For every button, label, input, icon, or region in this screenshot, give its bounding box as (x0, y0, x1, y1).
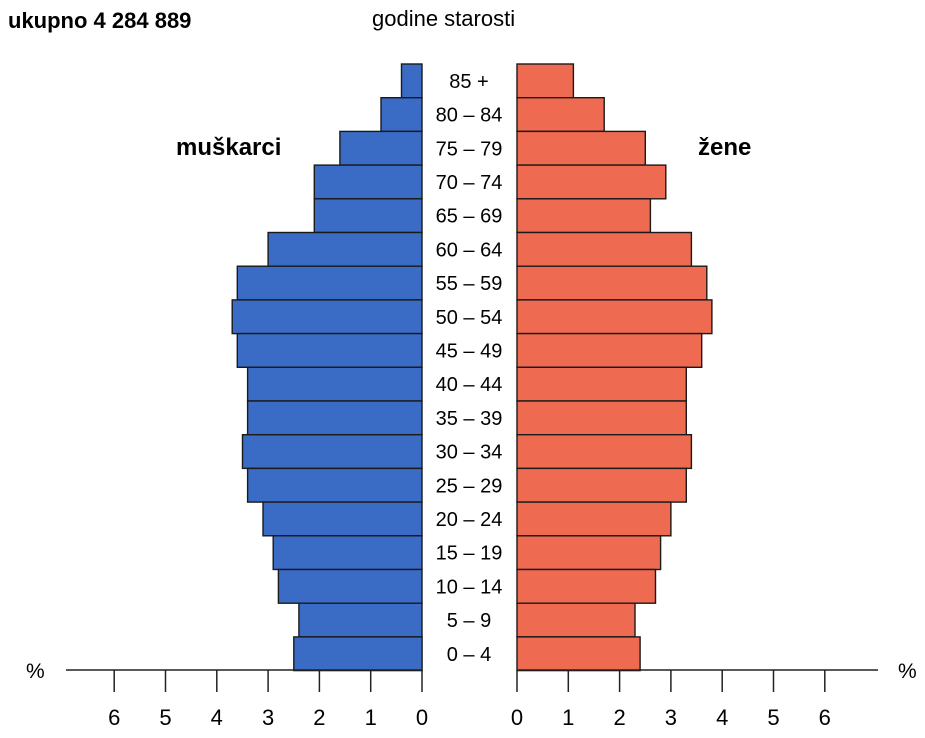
bar-female-7 (516, 299, 713, 335)
age-group-label: 50 – 54 (436, 307, 503, 329)
bar-female-10 (516, 400, 688, 436)
bar-male-4 (313, 198, 423, 234)
male-x-tick-label: 4 (211, 705, 223, 730)
bar-male-3 (313, 164, 423, 200)
age-group-label: 60 – 64 (436, 239, 503, 261)
bar-male-14 (272, 535, 423, 571)
bar-female-6 (516, 265, 708, 301)
bar-male-17 (293, 636, 423, 672)
bar-male-1 (380, 96, 423, 133)
bar-female-0 (516, 63, 575, 99)
female-x-tick-label: 6 (819, 705, 831, 730)
age-group-label: 65 – 69 (436, 206, 503, 228)
female-x-tick-label: 3 (665, 705, 677, 730)
chart-title: ukupno 4 284 889 (8, 8, 192, 33)
bar-male-12 (246, 467, 423, 503)
bar-male-5 (267, 231, 423, 267)
bar-male-2 (339, 130, 423, 166)
age-group-label: 40 – 44 (436, 374, 503, 396)
bar-male-0 (400, 63, 423, 99)
bar-male-9 (246, 366, 423, 402)
male-x-tick-label: 0 (416, 705, 428, 730)
bar-female-16 (516, 602, 636, 638)
bar-male-6 (236, 265, 423, 301)
bar-male-10 (246, 400, 423, 436)
age-group-label: 5 – 9 (447, 610, 491, 632)
bar-male-7 (231, 299, 423, 335)
bar-male-15 (277, 568, 423, 604)
bar-female-15 (516, 568, 657, 604)
female-series-label: žene (698, 134, 752, 161)
unit-label-right: % (898, 660, 917, 683)
bar-female-9 (516, 366, 688, 402)
bar-female-14 (516, 535, 662, 571)
age-group-label: 70 – 74 (436, 172, 503, 194)
female-x-tick-label: 5 (767, 705, 779, 730)
bar-female-17 (516, 636, 641, 672)
age-group-label: 45 – 49 (436, 341, 503, 363)
age-group-label: 10 – 14 (436, 576, 503, 598)
bar-male-16 (298, 602, 423, 638)
female-x-tick-label: 0 (511, 705, 523, 730)
bar-female-1 (516, 96, 605, 133)
male-series-label: muškarci (176, 134, 282, 161)
bar-male-11 (241, 434, 423, 470)
age-group-label: 80 – 84 (436, 105, 503, 127)
bar-female-5 (516, 231, 693, 267)
bar-male-13 (262, 501, 423, 537)
bar-female-2 (516, 130, 647, 166)
age-group-label: 75 – 79 (436, 138, 503, 160)
male-x-tick-label: 6 (108, 705, 120, 730)
bar-female-3 (516, 164, 667, 200)
bar-female-4 (516, 198, 652, 234)
bar-male-8 (236, 332, 423, 369)
unit-label-left: % (26, 660, 45, 683)
age-group-label: 55 – 59 (436, 273, 503, 295)
female-x-tick-label: 2 (613, 705, 625, 730)
female-x-tick-label: 4 (716, 705, 728, 730)
male-x-tick-label: 2 (313, 705, 325, 730)
age-group-label: 85 + (449, 71, 488, 93)
age-group-label: 35 – 39 (436, 408, 503, 430)
age-group-label: 20 – 24 (436, 509, 503, 531)
age-group-label: 0 – 4 (447, 644, 491, 666)
age-group-label: 30 – 34 (436, 442, 503, 464)
male-x-tick-label: 5 (159, 705, 171, 730)
bar-female-8 (516, 332, 703, 369)
age-group-label: 15 – 19 (436, 543, 503, 565)
bar-female-13 (516, 501, 672, 537)
female-x-tick-label: 1 (562, 705, 574, 730)
bar-female-12 (516, 467, 688, 503)
male-x-tick-label: 1 (365, 705, 377, 730)
age-group-label: 25 – 29 (436, 475, 503, 497)
male-x-tick-label: 3 (262, 705, 274, 730)
age-axis-title: godine starosti (372, 6, 516, 31)
bar-female-11 (516, 434, 693, 470)
